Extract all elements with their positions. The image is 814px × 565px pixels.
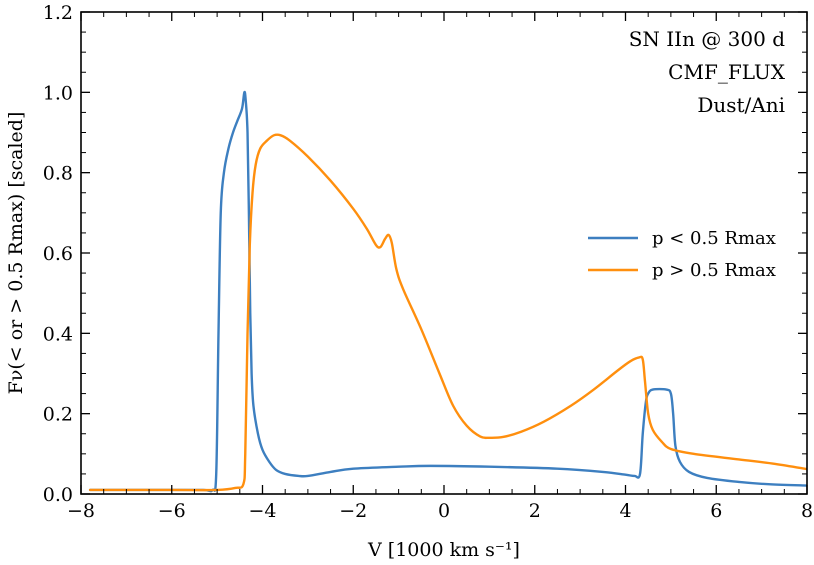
series-layer (88, 90, 807, 493)
x-tick-label: −4 (248, 500, 276, 522)
annotation-line: SN IIn @ 300 d (629, 27, 785, 51)
legend: p < 0.5 Rmax p > 0.5 Rmax (588, 228, 776, 281)
y-tick-label: 0.2 (43, 404, 73, 426)
x-tick-label: 2 (529, 500, 541, 522)
x-tick-label: −8 (67, 500, 95, 522)
y-tick-label: 0.6 (43, 243, 73, 265)
x-tick-label: −6 (158, 500, 186, 522)
annotation-block: SN IIn @ 300 d CMF_FLUX Dust/Ani (629, 27, 786, 117)
legend-label: p > 0.5 Rmax (652, 260, 776, 281)
legend-label: p < 0.5 Rmax (652, 228, 776, 249)
y-axis-label: Fν(< or > 0.5 Rmax) [scaled] (5, 112, 27, 395)
x-axis-label: V [1000 km s⁻¹] (367, 539, 520, 561)
x-tick-label: 8 (801, 500, 813, 522)
y-tick-label: 0.4 (43, 323, 73, 345)
x-tick-label: 4 (619, 500, 631, 522)
y-tick-label: 0.0 (43, 484, 73, 506)
x-tick-label: 6 (710, 500, 722, 522)
y-ticks: 0.0 0.2 0.4 0.6 0.8 1.0 1.2 (43, 2, 807, 506)
series-line-inner (88, 90, 807, 493)
x-tick-label: −2 (339, 500, 367, 522)
y-tick-label: 1.0 (43, 82, 73, 104)
annotation-line: Dust/Ani (697, 93, 785, 117)
y-tick-label: 0.8 (43, 163, 73, 185)
x-tick-label: 0 (438, 500, 450, 522)
x-ticks: −8 −6 −4 −2 0 2 4 6 8 (67, 12, 813, 522)
annotation-line: CMF_FLUX (668, 60, 786, 84)
plot-frame (80, 11, 808, 495)
series-line-outer (88, 133, 807, 492)
y-tick-label: 1.2 (43, 2, 73, 24)
